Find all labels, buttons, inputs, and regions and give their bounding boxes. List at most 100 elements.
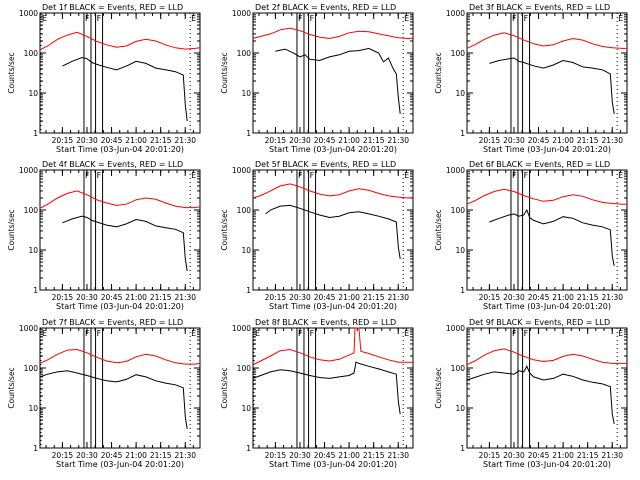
eclipse-marker-label: E bbox=[618, 14, 623, 23]
panel-title: Det 5f BLACK = Events, RED = LLD bbox=[255, 160, 396, 169]
flare-marker-label: F bbox=[97, 14, 102, 23]
y-tick-label: 100 bbox=[451, 49, 466, 58]
y-tick-label: 1000 bbox=[232, 324, 251, 333]
y-tick-label: 100 bbox=[237, 206, 252, 215]
panel-title: Det 2f BLACK = Events, RED = LLD bbox=[255, 3, 396, 12]
panel-title: Det 7f BLACK = Events, RED = LLD bbox=[42, 318, 183, 327]
x-tick-label: 20:45 bbox=[101, 293, 123, 302]
y-tick-label: 100 bbox=[24, 206, 39, 215]
series-line-events bbox=[265, 204, 401, 259]
x-axis-label: Start Time (03-Jun-04 20:01:20) bbox=[56, 460, 184, 469]
y-tick-label: 10 bbox=[455, 246, 465, 255]
y-tick-label: 1000 bbox=[19, 324, 38, 333]
x-tick-label: 20:45 bbox=[314, 136, 336, 145]
x-tick-label: 21:30 bbox=[601, 293, 623, 302]
y-tick-label: 10 bbox=[28, 404, 38, 413]
eclipse-marker-label: E bbox=[404, 14, 409, 23]
flare-marker-label: F bbox=[310, 14, 315, 23]
plot-frame bbox=[39, 12, 201, 134]
x-tick-label: 21:00 bbox=[552, 451, 574, 460]
plot-frame bbox=[252, 327, 414, 449]
x-tick-label: 20:15 bbox=[479, 293, 501, 302]
series-line-lld bbox=[252, 27, 414, 40]
y-tick-label: 10 bbox=[241, 404, 251, 413]
x-tick-label: 20:45 bbox=[101, 136, 123, 145]
panel-title: Det 1f BLACK = Events, RED = LLD bbox=[42, 3, 183, 12]
y-tick-label: 10 bbox=[455, 89, 465, 98]
series-line-lld bbox=[466, 188, 627, 205]
x-tick-label: 20:30 bbox=[503, 136, 525, 145]
y-axis-label: Counts/sec bbox=[7, 367, 16, 408]
x-tick-label: 20:15 bbox=[479, 136, 501, 145]
y-axis-label: Counts/sec bbox=[434, 367, 443, 408]
x-tick-label: 20:45 bbox=[314, 293, 336, 302]
panel-title: Det 8f BLACK = Events, RED = LLD bbox=[255, 318, 396, 327]
plot-frame bbox=[466, 327, 628, 449]
x-tick-label: 20:30 bbox=[76, 293, 98, 302]
y-tick-label: 10 bbox=[241, 246, 251, 255]
y-axis-label: Counts/sec bbox=[220, 52, 229, 93]
eclipse-marker-label: E bbox=[191, 329, 196, 338]
series-line-events bbox=[62, 56, 188, 122]
detector-panel-5: Det 5f BLACK = Events, RED = LLD 1 10 100 10… bbox=[220, 160, 414, 311]
flare-marker-label: F bbox=[97, 329, 102, 338]
eclipse-marker-label: E bbox=[42, 14, 47, 23]
x-tick-label: 21:00 bbox=[338, 136, 360, 145]
flare-marker-label: F bbox=[298, 14, 303, 23]
eclipse-marker-label: E bbox=[191, 171, 196, 180]
eclipse-marker-label: E bbox=[42, 329, 47, 338]
panel-title: Det 3f BLACK = Events, RED = LLD bbox=[469, 3, 610, 12]
series-line-lld bbox=[39, 190, 201, 209]
x-tick-label: 21:15 bbox=[363, 293, 385, 302]
y-axis-label: Counts/sec bbox=[434, 52, 443, 93]
y-tick-label: 100 bbox=[237, 49, 252, 58]
x-tick-label: 20:15 bbox=[52, 293, 74, 302]
x-tick-label: 21:30 bbox=[601, 136, 623, 145]
detector-panel-3: Det 3f BLACK = Events, RED = LLD 1 10 100 10… bbox=[434, 3, 628, 154]
y-axis-label: Counts/sec bbox=[7, 52, 16, 93]
y-tick-label: 100 bbox=[24, 364, 39, 373]
detector-panel-4: Det 4f BLACK = Events, RED = LLD 1 10 100 10… bbox=[7, 160, 201, 311]
eclipse-marker-label: E bbox=[191, 14, 196, 23]
flare-marker-label: F bbox=[298, 171, 303, 180]
x-tick-label: 20:30 bbox=[503, 451, 525, 460]
x-tick-label: 21:30 bbox=[174, 136, 196, 145]
x-tick-label: 21:30 bbox=[174, 293, 196, 302]
plot-frame bbox=[466, 169, 628, 291]
series-line-lld bbox=[252, 327, 413, 366]
x-tick-label: 20:30 bbox=[76, 136, 98, 145]
y-tick-label: 1 bbox=[460, 286, 465, 295]
panel-title: Det 9f BLACK = Events, RED = LLD bbox=[469, 318, 610, 327]
series-line-lld bbox=[466, 32, 627, 49]
series-line-events bbox=[39, 370, 188, 429]
y-tick-label: 1000 bbox=[232, 166, 251, 175]
y-tick-label: 1 bbox=[33, 444, 38, 453]
y-tick-label: 1000 bbox=[19, 166, 38, 175]
y-axis-label: Counts/sec bbox=[434, 209, 443, 250]
series-line-events bbox=[489, 208, 615, 266]
y-tick-label: 10 bbox=[241, 89, 251, 98]
series-line-lld bbox=[252, 183, 414, 199]
x-tick-label: 21:15 bbox=[363, 136, 385, 145]
x-tick-label: 21:30 bbox=[387, 451, 409, 460]
x-tick-label: 20:30 bbox=[76, 451, 98, 460]
x-axis-label: Start Time (03-Jun-04 20:01:20) bbox=[483, 302, 611, 311]
detector-panel-7: Det 7f BLACK = Events, RED = LLD 1 10 100 10… bbox=[7, 318, 201, 469]
flare-marker-label: F bbox=[512, 329, 517, 338]
x-axis-label: Start Time (03-Jun-04 20:01:20) bbox=[269, 145, 397, 154]
flare-marker-label: F bbox=[85, 329, 90, 338]
y-tick-label: 1000 bbox=[446, 9, 465, 18]
flare-marker-label: F bbox=[524, 329, 529, 338]
x-tick-label: 21:30 bbox=[387, 136, 409, 145]
x-axis-label: Start Time (03-Jun-04 20:01:20) bbox=[56, 145, 184, 154]
x-tick-label: 20:30 bbox=[289, 293, 311, 302]
y-tick-label: 100 bbox=[451, 364, 466, 373]
eclipse-marker-label: E bbox=[618, 171, 623, 180]
eclipse-marker-label: E bbox=[618, 329, 623, 338]
flare-marker-label: F bbox=[524, 171, 529, 180]
detector-panel-6: Det 6f BLACK = Events, RED = LLD 1 10 100 10… bbox=[434, 160, 628, 311]
series-line-lld bbox=[39, 31, 201, 51]
x-tick-label: 21:00 bbox=[552, 293, 574, 302]
detector-panel-8: Det 8f BLACK = Events, RED = LLD 1 10 100 10… bbox=[220, 318, 414, 469]
